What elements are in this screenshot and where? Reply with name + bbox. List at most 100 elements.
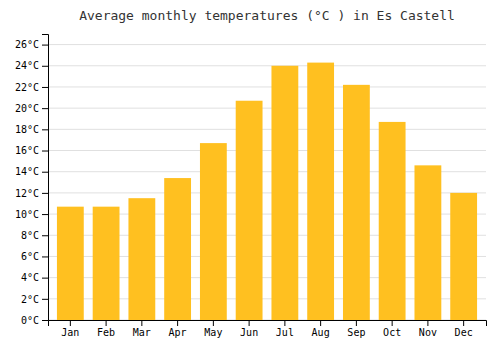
tick-label: 14°C (15, 166, 39, 177)
tick-label: 8°C (21, 230, 39, 241)
tick: 2°C (21, 294, 48, 305)
tick-mark (177, 320, 178, 326)
tick: 0°C (21, 315, 48, 326)
tick: Jul (276, 320, 294, 338)
tick: 16°C (15, 145, 48, 156)
tick: Jun (240, 320, 258, 338)
tick-mark (42, 172, 48, 173)
bar (128, 198, 155, 320)
chart: 0°C 2°C 4°C 6°C 8°C 10°C 12°C 14°C 16°C 18°C 20°C 2… (0, 0, 500, 350)
tick-label: 2°C (21, 294, 39, 305)
tick-mark (427, 320, 428, 326)
grid-line (48, 44, 486, 45)
tick-mark (42, 256, 48, 257)
plot: 0°C 2°C 4°C 6°C 8°C 10°C 12°C 14°C 16°C 18°C 20°C 2… (15, 35, 487, 339)
tick: 8°C (21, 230, 48, 241)
tick-label: Nov (419, 327, 437, 338)
grid-line (48, 65, 486, 66)
axis-line (49, 321, 487, 327)
tick-label: 0°C (21, 315, 39, 326)
tick-mark (463, 320, 464, 326)
tick-mark (42, 214, 48, 215)
tick-label: 10°C (15, 209, 39, 220)
tick-mark (42, 129, 48, 130)
tick: Feb (97, 320, 115, 338)
tick-mark (42, 108, 48, 109)
grid-line (48, 86, 486, 87)
title: Average monthly temperatures (°C ) in Es… (79, 8, 455, 23)
tick-mark (106, 320, 107, 326)
bar (164, 178, 191, 320)
tick-mark (42, 193, 48, 194)
tick-label: 16°C (15, 145, 39, 156)
tick-label: Sep (347, 327, 365, 338)
tick: Jan (61, 320, 79, 338)
tick-label: 6°C (21, 251, 39, 262)
tick-mark (356, 320, 357, 326)
tick-label: 12°C (15, 188, 39, 199)
tick: Apr (169, 320, 187, 338)
bar (379, 122, 406, 320)
tick: 4°C (21, 272, 48, 283)
bar (236, 101, 263, 320)
tick-label: Jul (276, 327, 294, 338)
bar (93, 207, 120, 320)
bars (57, 63, 477, 320)
tick: 14°C (15, 166, 48, 177)
tick-mark (70, 320, 71, 326)
tick-label: May (204, 327, 222, 338)
tick-label: Aug (312, 327, 330, 338)
bar (57, 207, 84, 320)
tick-mark (42, 151, 48, 152)
tick: Mar (133, 320, 151, 338)
bar (271, 66, 298, 320)
tick-mark (320, 320, 321, 326)
tick: 10°C (15, 209, 48, 220)
tick-label: Apr (169, 327, 187, 338)
tick-label: 24°C (15, 60, 39, 71)
tick-label: 4°C (21, 272, 39, 283)
tick-mark (42, 87, 48, 88)
grid (48, 45, 486, 320)
bar (343, 85, 370, 320)
tick-mark (42, 320, 48, 321)
grid-line (48, 108, 486, 109)
tick: 12°C (15, 188, 48, 199)
tick-label: 22°C (15, 82, 39, 93)
axis-line (42, 35, 49, 321)
tick-label: 20°C (15, 103, 39, 114)
bar (200, 143, 227, 320)
tick: 20°C (15, 103, 48, 114)
x-axis: Jan Feb Mar Apr May Jun Jul Aug Sep Oct Nov Dec (49, 320, 487, 338)
tick: 26°C (15, 39, 48, 50)
tick-mark (42, 278, 48, 279)
tick-mark (213, 320, 214, 326)
tick: 6°C (21, 251, 48, 262)
tick: 24°C (15, 60, 48, 71)
tick: 18°C (15, 124, 48, 135)
tick-mark (42, 299, 48, 300)
tick-label: Dec (455, 327, 473, 338)
tick-label: 18°C (15, 124, 39, 135)
y-axis: 0°C 2°C 4°C 6°C 8°C 10°C 12°C 14°C 16°C 18°C 20°C 2… (15, 35, 49, 326)
tick-mark (42, 45, 48, 46)
bar (450, 193, 477, 320)
tick-mark (42, 235, 48, 236)
tick-label: Jan (61, 327, 79, 338)
tick-mark (392, 320, 393, 326)
grid-line (48, 129, 486, 130)
tick-label: 26°C (15, 39, 39, 50)
tick: Aug (312, 320, 330, 338)
tick: Nov (419, 320, 437, 338)
bar (307, 63, 334, 320)
tick: Sep (347, 320, 365, 338)
tick: 22°C (15, 82, 48, 93)
tick-label: Feb (97, 327, 115, 338)
tick-mark (284, 320, 285, 326)
tick-mark (249, 320, 250, 326)
tick: May (204, 320, 222, 338)
tick: Oct (383, 320, 401, 338)
tick-label: Oct (383, 327, 401, 338)
tick-mark (141, 320, 142, 326)
bar (414, 165, 441, 320)
